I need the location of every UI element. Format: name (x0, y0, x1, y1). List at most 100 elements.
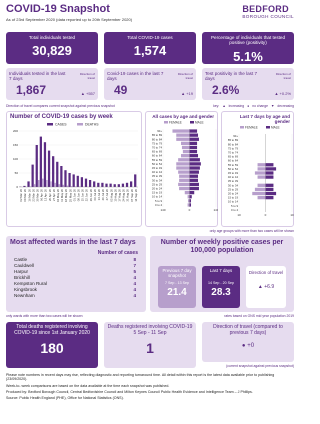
direction-label: Direction of travel (275, 72, 291, 80)
bar (189, 137, 199, 141)
y-tick-label: 45 to 49 (152, 166, 163, 170)
bar (189, 195, 192, 199)
pyramid-panel: Last 7 days by age and gender FEMALE MALE… (221, 111, 294, 227)
bar (29, 186, 32, 187)
footer-line: Produced by: Bedford Borough Council, Ce… (6, 389, 253, 394)
bar (88, 179, 92, 187)
key-title: key: (213, 104, 220, 108)
y-tick-label: 0 (16, 185, 18, 189)
bar (189, 182, 199, 187)
y-tick-label: 50 to 54 (228, 167, 239, 171)
legend-label: CASES (55, 122, 67, 126)
tile-label: Test positivity in the last 7 days (205, 71, 258, 82)
chart-title: All cases by age and gender (152, 114, 214, 119)
ward-cases: 4 (133, 274, 136, 280)
bar (39, 136, 42, 187)
bar (23, 185, 26, 187)
bar (189, 191, 195, 195)
y-tick-label: 20 to 24 (228, 192, 239, 196)
bar (179, 186, 190, 191)
bar (129, 180, 133, 187)
bar (257, 167, 266, 171)
legend-swatch (190, 121, 194, 124)
legend-swatch (266, 126, 270, 129)
x-tick-label: 29 Jun 20 (89, 188, 93, 201)
legend-swatch (77, 122, 83, 126)
bar (84, 178, 88, 187)
legend-label: MALE (195, 121, 204, 125)
bar (189, 170, 199, 174)
rate-label: Last 7 days (209, 268, 233, 273)
y-tick-label: 80 to 84 (152, 137, 163, 141)
bar (265, 183, 274, 188)
bar (189, 141, 198, 146)
y-tick-label: 5 to 9 (231, 204, 238, 208)
legend-label: MALE (271, 126, 280, 130)
x-tick-label: 11 May 20 (60, 188, 64, 201)
bar (189, 162, 201, 166)
y-tick-label: 90+ (157, 129, 162, 133)
bar (52, 155, 55, 187)
x-tick-label: 16 Mar 20 (27, 188, 31, 201)
x-tick-label: 27 Apr 20 (52, 188, 56, 200)
deaths-label: Deaths registered involving COVID-19 5 S… (107, 324, 193, 336)
icon-up: ▲ (80, 91, 86, 96)
footer-line: Please note numbers in recent days may r… (6, 373, 275, 382)
bar (189, 166, 200, 170)
y-tick-label: 90+ (233, 134, 238, 138)
bar (43, 141, 47, 187)
y-tick-label: 85 to 89 (228, 138, 239, 142)
x-tick-label: 140 (213, 208, 218, 212)
icon-dot: ● (241, 342, 246, 349)
rate-period: 14 Sep - 20 Sep (208, 280, 234, 285)
tile-label: Percentage of individuals that tested po… (210, 35, 286, 46)
icon-up: ▲ (257, 283, 263, 290)
bar (189, 186, 199, 191)
bar (121, 183, 125, 187)
logo-bottom: BOROUGH COUNCIL (242, 14, 294, 19)
change-value: +0.2% (279, 91, 291, 96)
y-tick-label: 40 to 44 (228, 175, 239, 179)
weekly-tile: Covid-19 cases in the last 7 days Directi… (104, 68, 196, 100)
bar (97, 182, 100, 187)
ward-cases: 8 (133, 256, 136, 262)
y-tick-label: 65 to 69 (228, 155, 239, 159)
bar (56, 161, 59, 187)
bar (58, 183, 60, 187)
bar (72, 173, 75, 187)
x-tick-label: 10 (237, 213, 241, 217)
ward-row: Harpur 5 (6, 269, 146, 275)
bar (93, 180, 96, 187)
ward-row: Castle 8 (6, 257, 146, 263)
bar (64, 169, 67, 187)
icon-up: ▲ (274, 91, 280, 96)
ward-name: Kingsbrook (14, 286, 37, 292)
bar (42, 178, 44, 187)
bar (176, 166, 190, 170)
bar (125, 182, 129, 187)
tile-change: ▲ +0.2% (274, 91, 291, 96)
ward-name: Newnham (14, 292, 35, 298)
bar (70, 185, 73, 187)
bar (178, 182, 190, 187)
y-tick-label: 10 to 14 (228, 200, 239, 204)
rate-change-value: +6.9 (264, 283, 275, 290)
x-tick-label: 20 Jul 20 (101, 188, 105, 200)
x-tick-label: 0 (265, 213, 267, 217)
change-value: +19 (186, 91, 193, 96)
bar (189, 154, 199, 158)
y-tick-label: 30 to 34 (152, 178, 163, 182)
key-decreasing: decreasing (277, 104, 294, 108)
tile-value: 5.1% (233, 48, 263, 64)
weekly-chart-panel: Number of COVID-19 cases by week CASES DE… (6, 111, 142, 227)
x-tick-label: 13 Apr 20 (44, 188, 48, 200)
bar (47, 150, 51, 187)
deaths-change-value: +0 (247, 342, 255, 349)
tile-value: 1,574 (133, 43, 167, 59)
bar (189, 174, 199, 178)
chart-title: Number of COVID-19 cases by week (10, 114, 113, 120)
rates-title: Number of weekly positive cases per 100,… (160, 239, 284, 254)
deaths-label: Total deaths registered involving COVID-… (14, 324, 90, 336)
icon-dot: ● (247, 104, 250, 108)
ward-cases: 7 (133, 262, 136, 268)
